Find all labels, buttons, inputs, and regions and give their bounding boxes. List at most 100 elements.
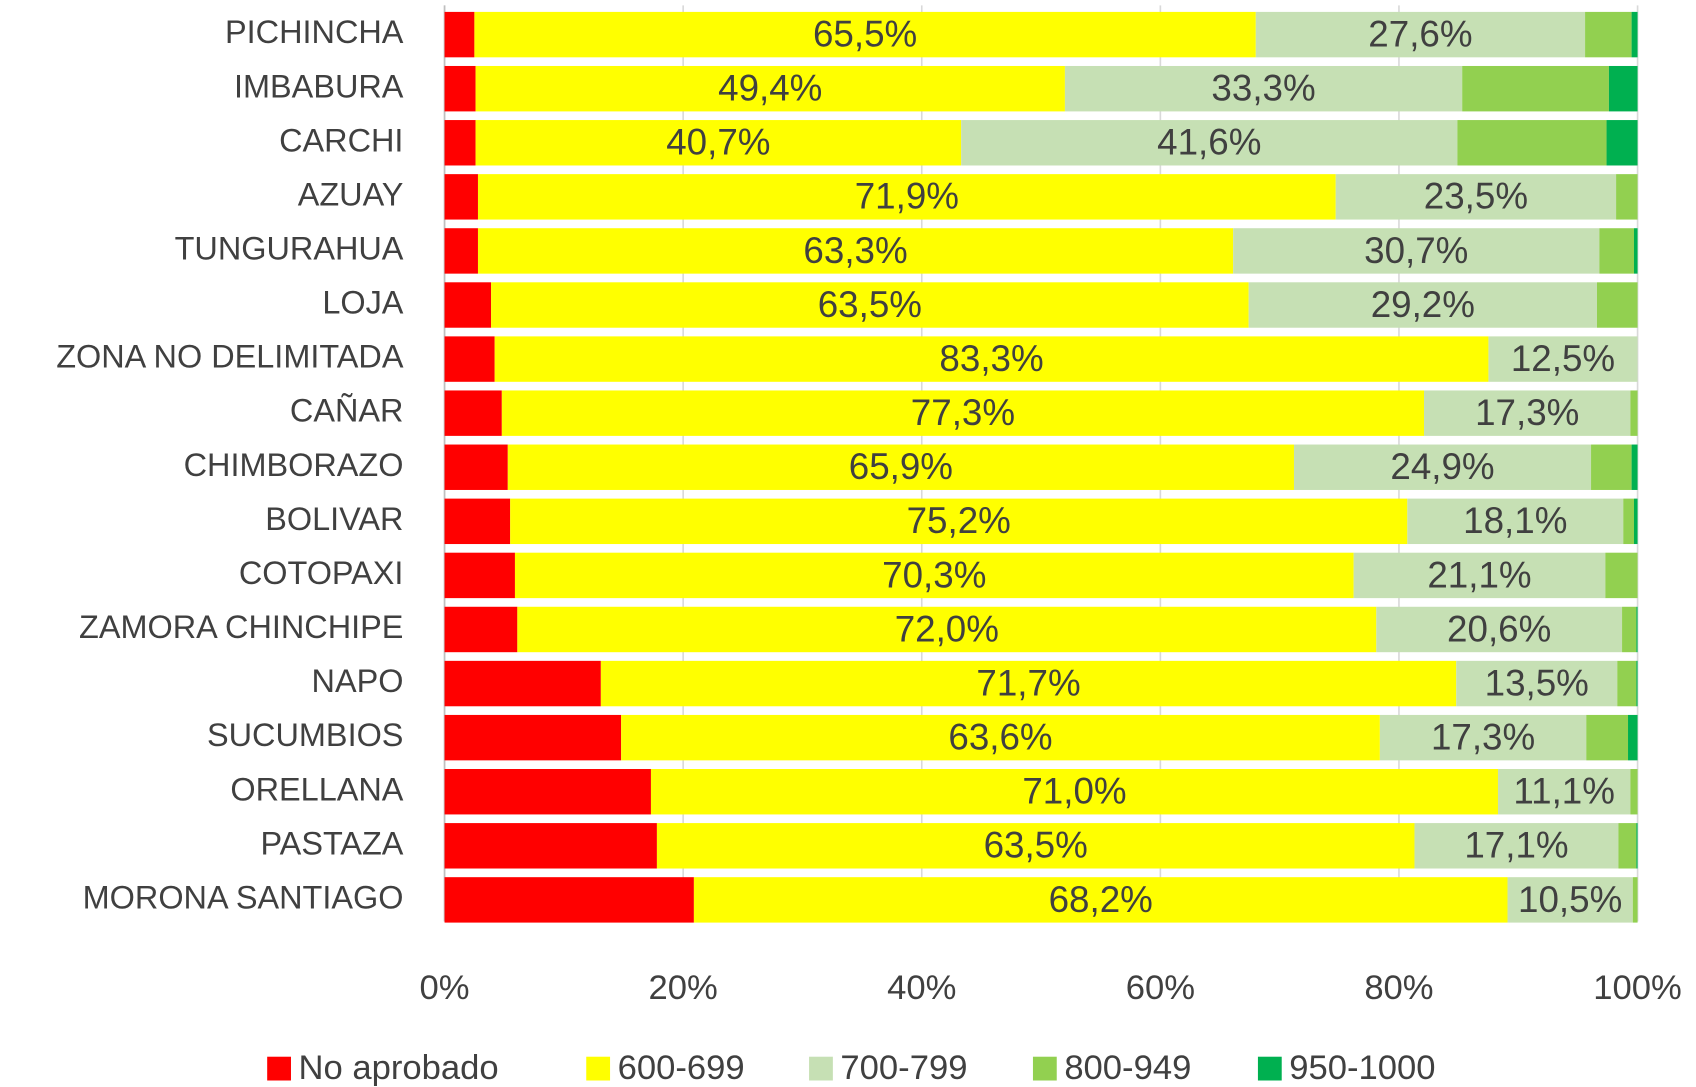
y-tick-label: AZUAY (298, 176, 404, 212)
y-tick-label: CHIMBORAZO (184, 447, 404, 483)
bar-segment (1585, 11, 1632, 58)
y-tick-label: BOLIVAR (265, 501, 403, 537)
bar-segment (507, 444, 1294, 490)
bar-segment (444, 174, 478, 220)
bar-segment (1605, 552, 1638, 599)
x-tick-label: 80% (1364, 969, 1433, 1007)
bar-segment (444, 11, 475, 58)
bar-segment (1233, 228, 1600, 274)
y-tick-label: ORELLANA (230, 771, 403, 807)
legend-swatch (1032, 1056, 1057, 1081)
bar-segment (1353, 552, 1606, 599)
data-label: 17,3% (1431, 717, 1535, 758)
data-label: 27,6% (1368, 13, 1472, 54)
bar-segment (444, 282, 492, 328)
bar-segment (1586, 714, 1629, 761)
bar-segment (1618, 823, 1637, 869)
legend-swatch (1257, 1056, 1282, 1081)
data-label: 30,7% (1364, 230, 1468, 271)
data-label: 17,1% (1464, 825, 1568, 866)
y-tick-label: IMBABURA (234, 68, 404, 104)
bar-segment (1379, 714, 1587, 761)
data-label: 12,5% (1511, 338, 1615, 379)
data-label: 68,2% (1049, 879, 1153, 920)
data-label: 29,2% (1371, 284, 1475, 325)
bar-segment (444, 65, 476, 112)
y-tick-label: ZONA NO DELIMITADA (56, 339, 404, 375)
data-label: 65,5% (813, 13, 917, 54)
bar-segment (444, 552, 515, 599)
bar-segment (1376, 606, 1623, 653)
bar-segment (1606, 120, 1638, 166)
data-label: 71,7% (976, 662, 1080, 703)
data-label: 20,6% (1447, 608, 1551, 649)
bar-segment (693, 877, 1508, 923)
legend-swatch (809, 1056, 833, 1081)
bar-segment (1497, 769, 1631, 815)
bar-segment (444, 606, 518, 653)
bar-segment (1597, 282, 1638, 328)
y-tick-label: MORONA SANTIAGO (83, 879, 404, 915)
bar-segment (444, 228, 478, 274)
data-label: 65,9% (849, 446, 953, 487)
bar-segment (1630, 769, 1638, 815)
data-label: 41,6% (1157, 122, 1261, 163)
bar-segment (1617, 660, 1637, 707)
bar-segment (474, 11, 1256, 58)
y-tick-label: CAÑAR (290, 392, 404, 429)
bar-segment (444, 660, 601, 707)
data-label: 40,7% (666, 122, 770, 163)
bar-segment (491, 282, 1249, 328)
bar-segment (1636, 606, 1638, 653)
data-label: 13,5% (1485, 662, 1589, 703)
bar-segment (1636, 660, 1638, 707)
bar-segment (961, 120, 1458, 166)
data-label: 21,1% (1427, 554, 1531, 595)
data-label: 17,3% (1475, 392, 1579, 433)
bar-segment (1248, 282, 1598, 328)
y-tick-label: TUNGURAHUA (175, 230, 404, 266)
bar-segment (514, 552, 1354, 599)
bar-segment (444, 390, 502, 436)
y-tick-label: ZAMORA CHINCHIPE (79, 609, 403, 645)
data-label: 63,5% (818, 284, 922, 325)
data-label: 23,5% (1424, 176, 1528, 217)
bar-segment (444, 823, 657, 869)
bar-segment (1633, 498, 1638, 545)
data-label: 83,3% (939, 338, 1043, 379)
bar-segment (444, 336, 495, 382)
y-tick-label: COTOPAXI (239, 555, 404, 591)
bar-segment (1632, 877, 1638, 923)
bar-segment (444, 877, 694, 923)
bar-segment (444, 714, 622, 761)
bar-segment (1488, 336, 1638, 382)
bar-segment (1631, 444, 1638, 490)
legend-swatch (586, 1056, 611, 1081)
data-label: 10,5% (1518, 879, 1622, 920)
x-tick-label: 40% (887, 969, 956, 1007)
x-tick-label: 0% (420, 969, 470, 1007)
data-label: 33,3% (1211, 68, 1315, 109)
bar-segment (477, 174, 1336, 220)
y-tick-label: LOJA (322, 285, 403, 321)
bar-segment (621, 714, 1380, 761)
legend-label: 600-699 (618, 1049, 745, 1087)
data-label: 72,0% (895, 608, 999, 649)
bar-segment (1630, 390, 1638, 436)
data-label: 70,3% (882, 554, 986, 595)
data-label: 24,9% (1390, 446, 1494, 487)
bar-segment (494, 336, 1489, 382)
data-label: 75,2% (907, 500, 1011, 541)
bar-segment (510, 498, 1408, 545)
bar-segment (517, 606, 1377, 653)
legend-label: 800-949 (1064, 1049, 1191, 1087)
legend-swatch (267, 1056, 291, 1081)
bar-segment (1599, 228, 1634, 274)
bar-segment (1255, 11, 1586, 58)
bar-segment (444, 498, 511, 545)
x-tick-label: 20% (649, 969, 718, 1007)
bar-segment (444, 120, 476, 166)
bar-segment (1456, 660, 1618, 707)
legend-label: 700-799 (840, 1049, 967, 1087)
bar-segment (1608, 65, 1638, 112)
